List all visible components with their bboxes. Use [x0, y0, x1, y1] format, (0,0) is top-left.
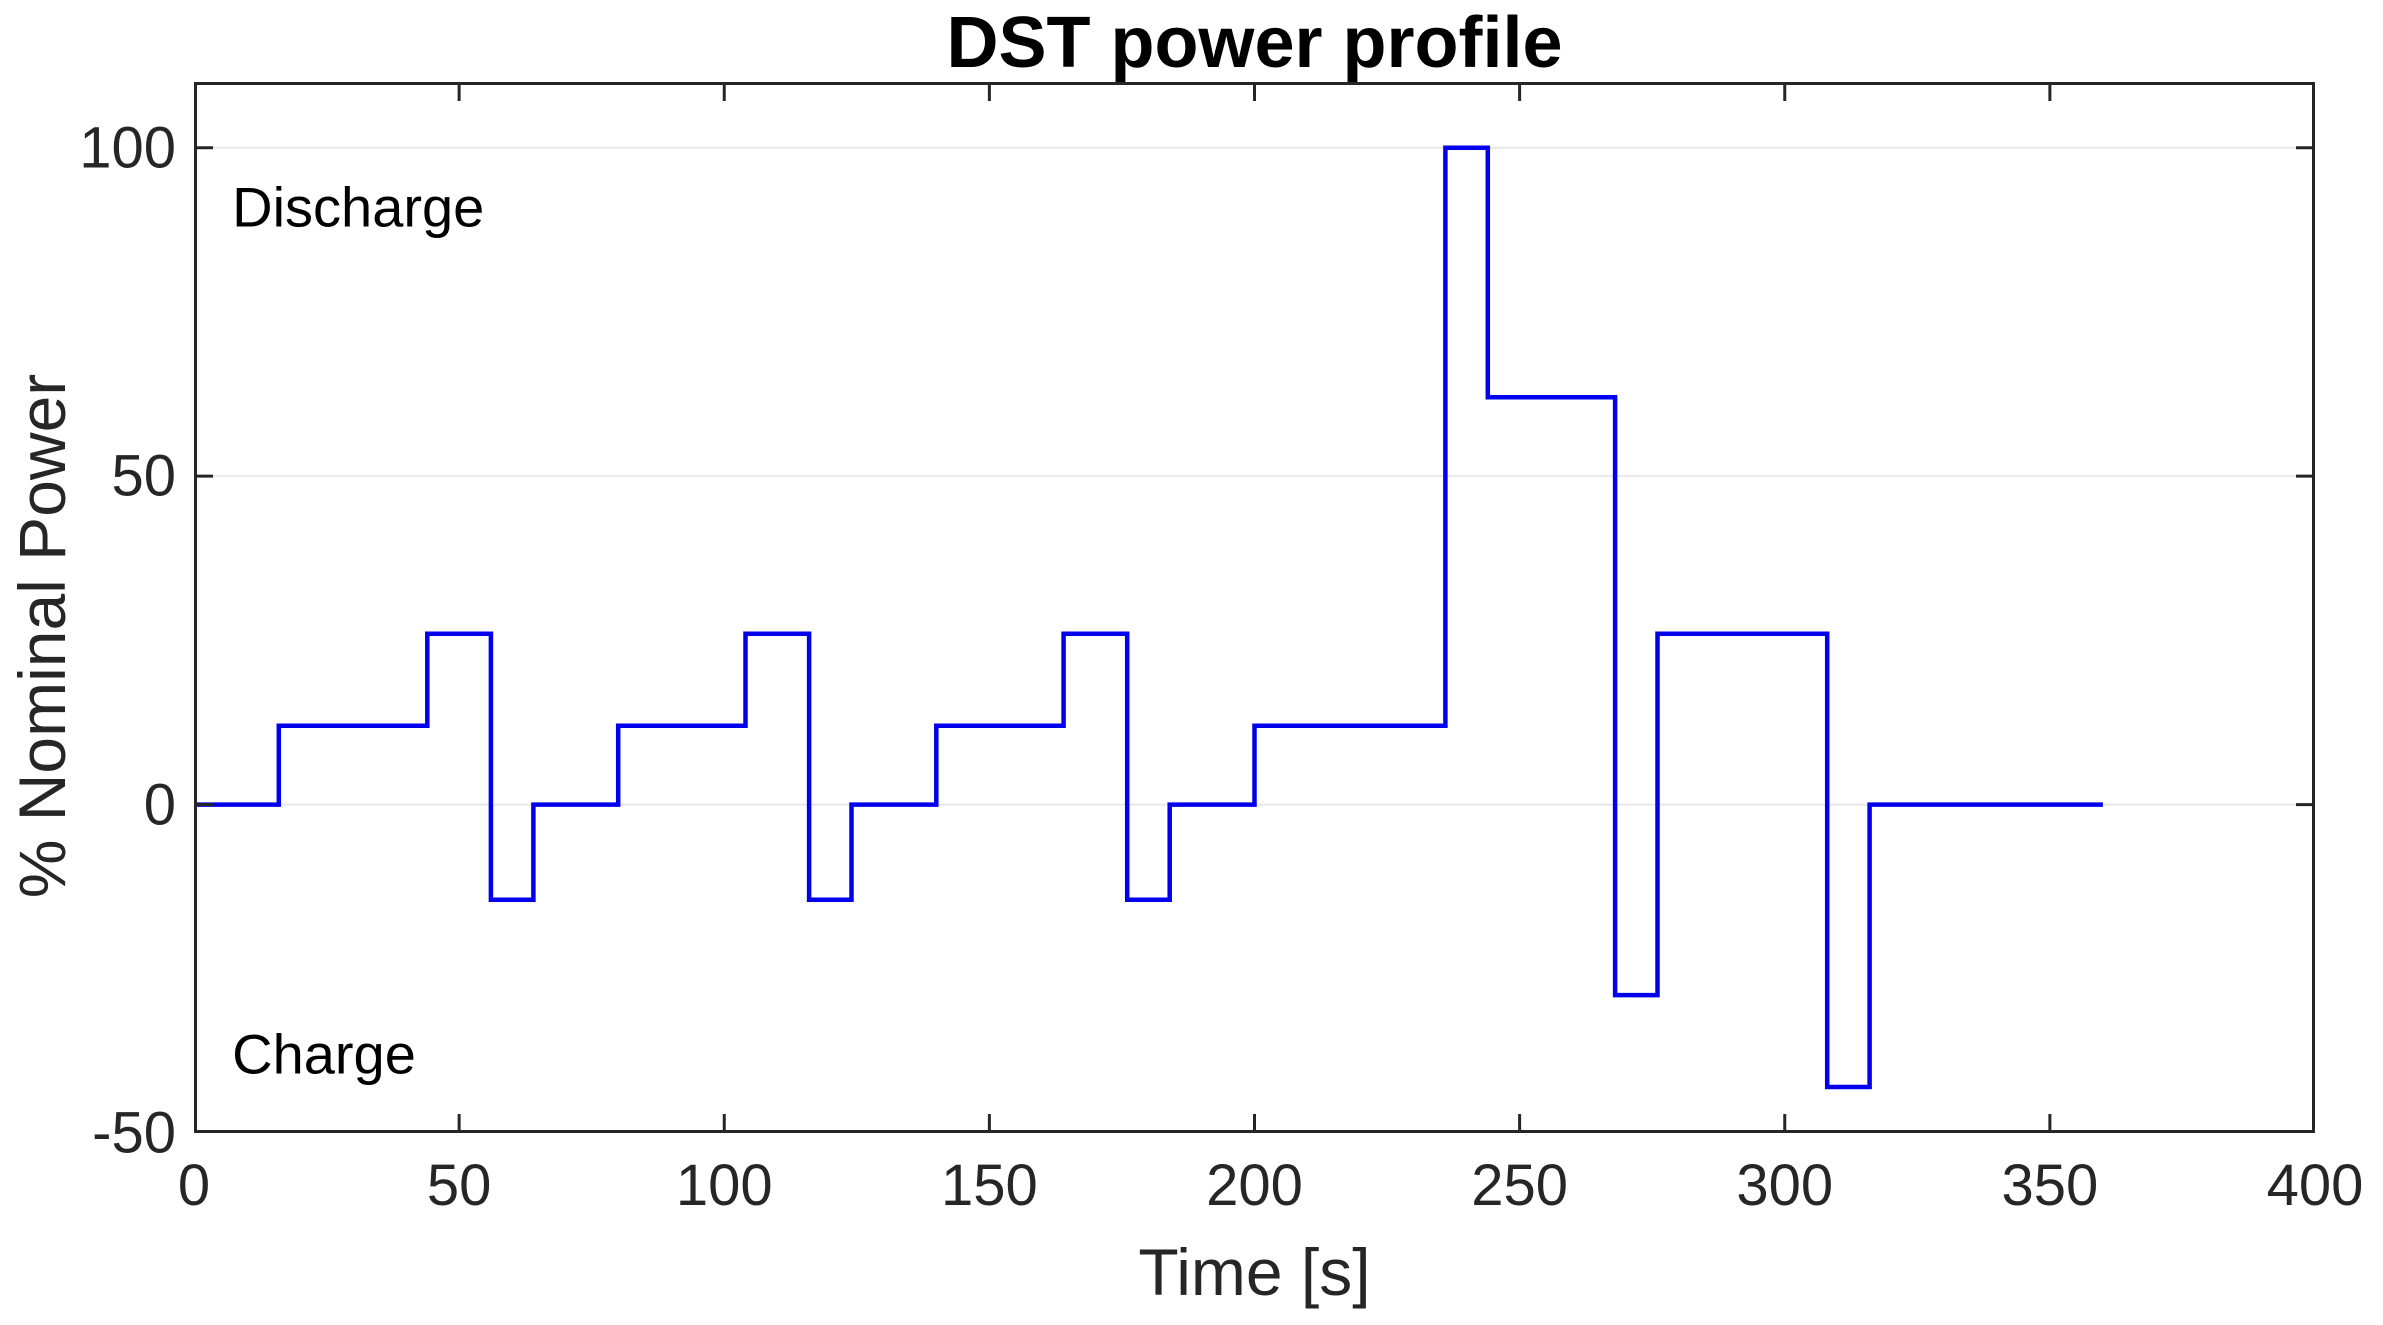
x-tick-label-150: 150 [940, 1153, 1038, 1218]
y-tick-label-50: 50 [111, 443, 176, 509]
dst-profile-line [194, 145, 2103, 1090]
annotation-charge: Charge [232, 1022, 416, 1086]
y-tick-label--50: -50 [92, 1100, 176, 1166]
x-tick-label-350: 350 [2001, 1153, 2099, 1218]
x-tick-label-100: 100 [675, 1153, 773, 1218]
x-tick-label-50: 50 [426, 1153, 492, 1218]
x-axis-label: Time [s] [1138, 1235, 1371, 1309]
x-tick-label-200: 200 [1206, 1153, 1303, 1218]
x-tick-label-400: 400 [2266, 1153, 2364, 1218]
x-tick-label-0: 0 [177, 1153, 211, 1218]
axes-box [194, 82, 2315, 1133]
annotation-discharge: Discharge [232, 175, 485, 239]
y-tick-label-100: 100 [79, 115, 176, 181]
chart-title: DST power profile [946, 3, 1563, 83]
y-tick-label-0: 0 [143, 772, 176, 838]
x-tick-label-250: 250 [1471, 1153, 1569, 1218]
plot-area [194, 82, 2315, 1133]
step-line-chart [194, 82, 2315, 1133]
y-axis-label: % Nominal Power [5, 373, 79, 899]
x-tick-label-300: 300 [1736, 1153, 1834, 1218]
